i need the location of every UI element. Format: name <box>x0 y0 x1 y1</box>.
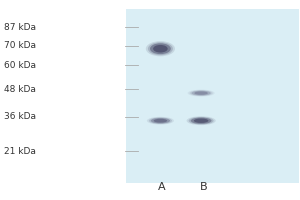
Text: 60 kDa: 60 kDa <box>4 61 36 70</box>
Ellipse shape <box>154 119 167 123</box>
Ellipse shape <box>147 117 174 125</box>
Text: A: A <box>158 182 166 192</box>
Ellipse shape <box>148 42 173 55</box>
Ellipse shape <box>149 117 172 124</box>
Ellipse shape <box>146 41 175 56</box>
Ellipse shape <box>194 118 208 123</box>
Text: B: B <box>200 182 207 192</box>
Text: 87 kDa: 87 kDa <box>4 23 36 32</box>
Ellipse shape <box>191 91 211 96</box>
Ellipse shape <box>190 90 213 96</box>
Text: 70 kDa: 70 kDa <box>4 41 36 50</box>
Ellipse shape <box>151 118 170 123</box>
Bar <box>126 9 298 183</box>
Ellipse shape <box>191 118 212 124</box>
Ellipse shape <box>188 90 214 97</box>
Ellipse shape <box>187 116 216 125</box>
Ellipse shape <box>153 45 168 53</box>
Text: 48 kDa: 48 kDa <box>4 85 36 94</box>
Ellipse shape <box>150 43 171 54</box>
Text: 21 kDa: 21 kDa <box>4 147 36 156</box>
Text: 36 kDa: 36 kDa <box>4 112 36 121</box>
Ellipse shape <box>189 117 214 124</box>
Ellipse shape <box>194 91 208 95</box>
